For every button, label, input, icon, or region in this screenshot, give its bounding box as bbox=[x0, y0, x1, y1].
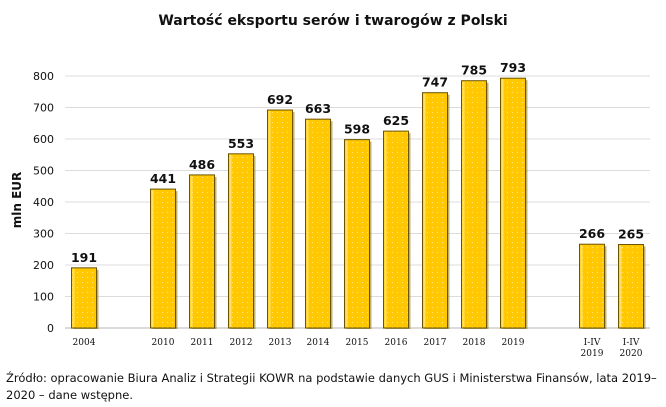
x-tick-label: I-IV bbox=[623, 338, 640, 348]
data-label: 598 bbox=[344, 122, 370, 137]
bar bbox=[422, 92, 448, 329]
y-tick-label: 100 bbox=[33, 291, 54, 304]
bar-group bbox=[344, 139, 372, 329]
bar-group bbox=[305, 118, 333, 329]
x-tick-label: 2019 bbox=[581, 349, 604, 359]
bar bbox=[305, 118, 331, 329]
x-tick-label: 2014 bbox=[307, 338, 330, 348]
bar bbox=[461, 80, 487, 329]
bar-highlight bbox=[229, 154, 232, 327]
y-tick-label: 600 bbox=[33, 133, 54, 146]
x-tick-label: 2012 bbox=[230, 338, 253, 348]
bar bbox=[71, 267, 97, 329]
bar-highlight bbox=[423, 93, 426, 327]
bar bbox=[500, 77, 526, 329]
data-label: 692 bbox=[267, 92, 293, 107]
bar-highlight bbox=[580, 245, 583, 327]
data-label: 663 bbox=[305, 101, 331, 116]
data-label: 265 bbox=[618, 227, 644, 242]
bar bbox=[344, 139, 370, 329]
bar bbox=[267, 109, 293, 329]
data-label: 625 bbox=[383, 113, 409, 128]
y-tick-label: 0 bbox=[47, 322, 54, 335]
bar bbox=[150, 188, 176, 329]
x-tick-label: 2015 bbox=[346, 338, 369, 348]
data-label: 785 bbox=[461, 63, 487, 78]
bar-highlight bbox=[501, 79, 504, 327]
bar bbox=[189, 174, 215, 329]
x-tick-label: 2016 bbox=[385, 338, 408, 348]
y-tick-label: 800 bbox=[33, 70, 54, 83]
source-note: Źródło: opracowanie Biura Analiz i Strat… bbox=[6, 371, 657, 402]
bar-group bbox=[228, 153, 256, 329]
bar-highlight bbox=[190, 175, 193, 327]
bar-highlight bbox=[268, 111, 271, 328]
x-tick-label: 2011 bbox=[191, 338, 214, 348]
bar-highlight bbox=[151, 190, 154, 327]
bar bbox=[383, 130, 409, 329]
y-axis-ticks: 0 100 200 300 400 500 600 700 800 bbox=[33, 70, 54, 335]
y-tick-label: 200 bbox=[33, 259, 54, 272]
data-label: 191 bbox=[71, 250, 97, 265]
x-axis-ticks: 2004 2010 2011 2012 2013 2014 2015 2016 2017 2018… bbox=[73, 338, 643, 359]
y-axis-label: mln EUR bbox=[10, 172, 24, 229]
bar-group bbox=[618, 244, 646, 329]
x-tick-label: 2020 bbox=[620, 349, 643, 359]
bar-group bbox=[461, 80, 489, 329]
bar-group bbox=[500, 77, 528, 329]
bar-chart: 0 100 200 300 400 500 600 700 800 mln EUR 191 441… bbox=[10, 60, 650, 359]
x-tick-label: 2004 bbox=[73, 338, 96, 348]
bar-group bbox=[150, 188, 178, 329]
bar-group bbox=[71, 267, 99, 329]
bar bbox=[579, 243, 605, 329]
x-tick-label: 2010 bbox=[152, 338, 175, 348]
bar-highlight bbox=[345, 140, 348, 327]
x-tick-label: 2019 bbox=[502, 338, 525, 348]
data-label: 266 bbox=[579, 226, 605, 241]
bar-highlight bbox=[619, 245, 622, 327]
x-tick-label: 2018 bbox=[463, 338, 486, 348]
data-label: 747 bbox=[422, 75, 448, 90]
x-tick-label: I-IV bbox=[584, 338, 601, 348]
y-tick-label: 400 bbox=[33, 196, 54, 209]
chart-title: Wartość eksportu serów i twarogów z Pols… bbox=[158, 13, 508, 29]
bar-group bbox=[189, 174, 217, 329]
bar-highlight bbox=[306, 120, 309, 327]
y-tick-label: 300 bbox=[33, 228, 54, 241]
data-label: 441 bbox=[150, 171, 176, 186]
bar-highlight bbox=[462, 81, 465, 327]
bars bbox=[71, 77, 646, 330]
x-tick-label: 2017 bbox=[424, 338, 447, 348]
data-label: 486 bbox=[189, 157, 215, 172]
bar-group bbox=[267, 109, 295, 330]
data-label: 553 bbox=[228, 136, 254, 151]
y-tick-label: 500 bbox=[33, 165, 54, 178]
bar bbox=[618, 244, 644, 329]
y-tick-label: 700 bbox=[33, 102, 54, 115]
x-tick-label: 2013 bbox=[269, 338, 292, 348]
bar-highlight bbox=[384, 132, 387, 327]
bar-group bbox=[579, 243, 607, 329]
bar-highlight bbox=[72, 268, 75, 327]
data-label: 793 bbox=[500, 60, 526, 75]
bar-group bbox=[383, 130, 411, 329]
data-labels: 191 441 486 553 692 663 598 625 747 785 793 266 265 bbox=[71, 60, 644, 265]
bar-group bbox=[422, 92, 450, 329]
bar bbox=[228, 153, 254, 329]
